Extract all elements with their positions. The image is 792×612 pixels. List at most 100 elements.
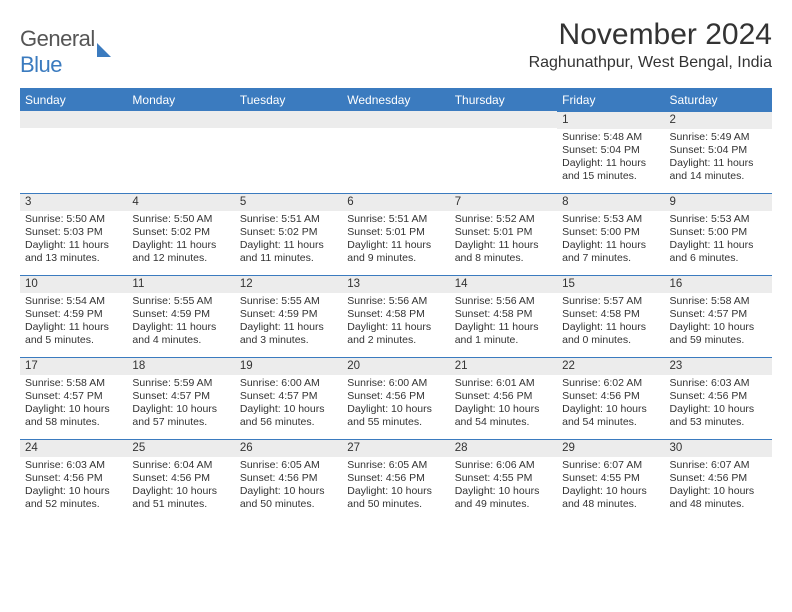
day-cell: 2Sunrise: 5:49 AMSunset: 5:04 PMDaylight… xyxy=(665,111,772,193)
day-line: Sunset: 5:03 PM xyxy=(25,226,123,239)
day-line: Daylight: 11 hours xyxy=(455,321,553,334)
day-line: Sunrise: 5:54 AM xyxy=(25,295,123,308)
day-line: and 52 minutes. xyxy=(25,498,123,511)
day-cell: 26Sunrise: 6:05 AMSunset: 4:56 PMDayligh… xyxy=(235,439,342,521)
day-line: Daylight: 11 hours xyxy=(240,239,338,252)
week-row: 24Sunrise: 6:03 AMSunset: 4:56 PMDayligh… xyxy=(20,439,772,521)
day-number: 1 xyxy=(557,111,664,129)
week-row: 3Sunrise: 5:50 AMSunset: 5:03 PMDaylight… xyxy=(20,193,772,275)
month-title: November 2024 xyxy=(529,18,772,52)
day-number: 7 xyxy=(450,193,557,211)
day-line: and 51 minutes. xyxy=(132,498,230,511)
day-line: Daylight: 10 hours xyxy=(25,485,123,498)
day-cell: 22Sunrise: 6:02 AMSunset: 4:56 PMDayligh… xyxy=(557,357,664,439)
day-line: Daylight: 10 hours xyxy=(347,403,445,416)
day-line: Sunset: 4:56 PM xyxy=(455,390,553,403)
day-line: Sunset: 4:56 PM xyxy=(25,472,123,485)
day-content: Sunrise: 5:58 AMSunset: 4:57 PMDaylight:… xyxy=(665,293,772,352)
day-cell: 5Sunrise: 5:51 AMSunset: 5:02 PMDaylight… xyxy=(235,193,342,275)
day-line: and 4 minutes. xyxy=(132,334,230,347)
day-line: Sunset: 4:59 PM xyxy=(240,308,338,321)
day-number: 19 xyxy=(235,357,342,375)
day-line: Daylight: 10 hours xyxy=(562,403,660,416)
day-number: 3 xyxy=(20,193,127,211)
day-cell: 18Sunrise: 5:59 AMSunset: 4:57 PMDayligh… xyxy=(127,357,234,439)
day-line: Daylight: 10 hours xyxy=(132,403,230,416)
day-line: Sunrise: 5:55 AM xyxy=(132,295,230,308)
day-content: Sunrise: 5:50 AMSunset: 5:02 PMDaylight:… xyxy=(127,211,234,270)
day-content: Sunrise: 5:59 AMSunset: 4:57 PMDaylight:… xyxy=(127,375,234,434)
day-line: Sunset: 4:57 PM xyxy=(25,390,123,403)
day-number: 11 xyxy=(127,275,234,293)
day-line: and 55 minutes. xyxy=(347,416,445,429)
day-line: Daylight: 11 hours xyxy=(562,321,660,334)
location-subtitle: Raghunathpur, West Bengal, India xyxy=(529,54,772,72)
day-number: 9 xyxy=(665,193,772,211)
day-line: Daylight: 10 hours xyxy=(240,485,338,498)
day-line: and 57 minutes. xyxy=(132,416,230,429)
day-number: 23 xyxy=(665,357,772,375)
day-cell xyxy=(20,111,127,193)
day-line: Sunset: 5:00 PM xyxy=(670,226,768,239)
day-line: Sunrise: 5:56 AM xyxy=(455,295,553,308)
day-cell: 15Sunrise: 5:57 AMSunset: 4:58 PMDayligh… xyxy=(557,275,664,357)
day-cell: 7Sunrise: 5:52 AMSunset: 5:01 PMDaylight… xyxy=(450,193,557,275)
week-row: 17Sunrise: 5:58 AMSunset: 4:57 PMDayligh… xyxy=(20,357,772,439)
day-cell: 21Sunrise: 6:01 AMSunset: 4:56 PMDayligh… xyxy=(450,357,557,439)
day-cell: 27Sunrise: 6:05 AMSunset: 4:56 PMDayligh… xyxy=(342,439,449,521)
day-line: Daylight: 11 hours xyxy=(347,321,445,334)
day-cell: 23Sunrise: 6:03 AMSunset: 4:56 PMDayligh… xyxy=(665,357,772,439)
day-line: Sunrise: 6:07 AM xyxy=(562,459,660,472)
logo-part1: General xyxy=(20,26,95,51)
day-line: Sunrise: 5:59 AM xyxy=(132,377,230,390)
day-line: Sunrise: 5:52 AM xyxy=(455,213,553,226)
week-row: 10Sunrise: 5:54 AMSunset: 4:59 PMDayligh… xyxy=(20,275,772,357)
day-line: Sunrise: 5:48 AM xyxy=(562,131,660,144)
day-content: Sunrise: 5:52 AMSunset: 5:01 PMDaylight:… xyxy=(450,211,557,270)
day-line: Sunset: 4:56 PM xyxy=(347,472,445,485)
day-number: 4 xyxy=(127,193,234,211)
day-line: Sunrise: 6:04 AM xyxy=(132,459,230,472)
day-line: Sunset: 4:58 PM xyxy=(347,308,445,321)
day-line: and 14 minutes. xyxy=(670,170,768,183)
day-content: Sunrise: 6:06 AMSunset: 4:55 PMDaylight:… xyxy=(450,457,557,516)
day-line: Sunrise: 5:49 AM xyxy=(670,131,768,144)
day-line: Daylight: 10 hours xyxy=(455,485,553,498)
weekday-wednesday: Wednesday xyxy=(342,90,449,111)
day-cell: 6Sunrise: 5:51 AMSunset: 5:01 PMDaylight… xyxy=(342,193,449,275)
day-line: Sunrise: 6:05 AM xyxy=(347,459,445,472)
day-line: Sunset: 4:56 PM xyxy=(562,390,660,403)
day-number: 27 xyxy=(342,439,449,457)
day-line: Sunset: 4:56 PM xyxy=(347,390,445,403)
day-line: Sunset: 4:57 PM xyxy=(240,390,338,403)
day-line: and 58 minutes. xyxy=(25,416,123,429)
day-number xyxy=(127,111,234,128)
day-line: and 13 minutes. xyxy=(25,252,123,265)
day-line: Daylight: 11 hours xyxy=(132,321,230,334)
day-cell: 29Sunrise: 6:07 AMSunset: 4:55 PMDayligh… xyxy=(557,439,664,521)
day-line: and 11 minutes. xyxy=(240,252,338,265)
day-line: Daylight: 11 hours xyxy=(25,239,123,252)
day-line: Sunset: 4:56 PM xyxy=(240,472,338,485)
day-cell: 10Sunrise: 5:54 AMSunset: 4:59 PMDayligh… xyxy=(20,275,127,357)
day-cell: 11Sunrise: 5:55 AMSunset: 4:59 PMDayligh… xyxy=(127,275,234,357)
weekday-sunday: Sunday xyxy=(20,90,127,111)
day-line: Sunrise: 5:57 AM xyxy=(562,295,660,308)
day-cell: 24Sunrise: 6:03 AMSunset: 4:56 PMDayligh… xyxy=(20,439,127,521)
day-number xyxy=(450,111,557,128)
day-line: and 7 minutes. xyxy=(562,252,660,265)
day-line: and 6 minutes. xyxy=(670,252,768,265)
day-line: Daylight: 11 hours xyxy=(25,321,123,334)
day-content: Sunrise: 6:02 AMSunset: 4:56 PMDaylight:… xyxy=(557,375,664,434)
day-number: 6 xyxy=(342,193,449,211)
day-line: and 3 minutes. xyxy=(240,334,338,347)
day-number: 22 xyxy=(557,357,664,375)
day-content: Sunrise: 5:48 AMSunset: 5:04 PMDaylight:… xyxy=(557,129,664,188)
day-cell xyxy=(235,111,342,193)
day-line: Daylight: 10 hours xyxy=(132,485,230,498)
day-line: Sunset: 4:56 PM xyxy=(670,472,768,485)
day-line: Daylight: 11 hours xyxy=(562,157,660,170)
day-line: Sunset: 4:56 PM xyxy=(132,472,230,485)
day-cell: 13Sunrise: 5:56 AMSunset: 4:58 PMDayligh… xyxy=(342,275,449,357)
day-line: Sunset: 4:55 PM xyxy=(562,472,660,485)
